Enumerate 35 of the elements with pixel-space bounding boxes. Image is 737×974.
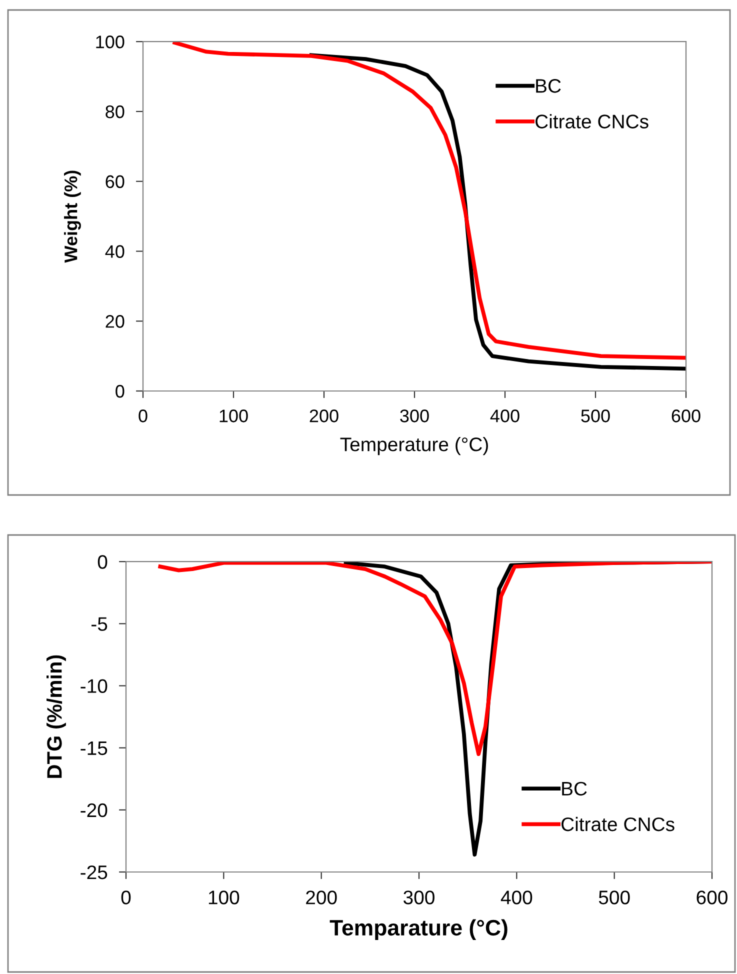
legend-label: BC — [536, 79, 561, 93]
x-tick-label: 600 — [696, 890, 728, 904]
y-tick-label: 0 — [116, 384, 124, 398]
y-axis-title: DTG (%/min) — [46, 655, 66, 778]
y-axis-title: Weight (%) — [64, 170, 81, 263]
x-tick-label: 200 — [310, 410, 338, 422]
y-tick-label: 20 — [106, 315, 124, 328]
line-series — [172, 42, 686, 360]
y-tick-label: 80 — [106, 105, 124, 118]
x-tick-label: 300 — [404, 890, 434, 904]
y-tick-label: -5 — [92, 617, 108, 631]
y-tick-label: -10 — [80, 679, 108, 693]
x-tick-label: 200 — [306, 890, 337, 904]
y-tick-label: 60 — [106, 175, 124, 188]
x-tick-label: 500 — [581, 410, 610, 422]
y-tick-label: 100 — [96, 36, 124, 48]
y-tick-label: 40 — [105, 245, 124, 258]
x-axis-title: Temparature (°C) — [330, 919, 508, 940]
x-tick-label: 400 — [500, 890, 532, 904]
x-tick-label: 400 — [490, 410, 520, 422]
y-tick-label: 0 — [98, 555, 108, 569]
legend-label: Citrate CNCs — [536, 114, 648, 128]
legend-label: Citrate CNCs — [562, 816, 674, 832]
x-tick-label: 100 — [208, 890, 240, 904]
x-axis-title: Temperature (°C) — [340, 437, 488, 456]
y-tick-label: -25 — [80, 865, 108, 880]
x-tick-label: 0 — [138, 410, 148, 422]
x-tick-label: 100 — [220, 410, 248, 422]
y-tick-label: -20 — [80, 803, 108, 818]
y-tick-label: -15 — [80, 742, 108, 756]
x-tick-label: 500 — [598, 890, 630, 904]
x-tick-label: 600 — [672, 410, 700, 422]
line-series — [158, 562, 712, 756]
x-tick-label: 300 — [400, 410, 429, 422]
legend-label: BC — [562, 782, 587, 796]
